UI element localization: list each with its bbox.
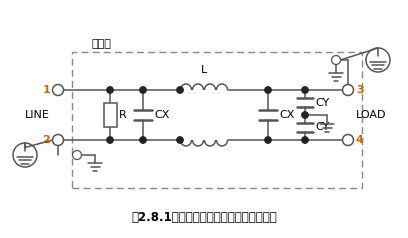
Circle shape xyxy=(140,137,146,143)
Text: ケース: ケース xyxy=(92,39,112,49)
Circle shape xyxy=(107,137,113,143)
Text: L: L xyxy=(201,65,207,75)
Circle shape xyxy=(53,84,64,95)
Text: R: R xyxy=(119,110,127,120)
Circle shape xyxy=(53,134,64,145)
Circle shape xyxy=(177,87,183,93)
Circle shape xyxy=(265,137,271,143)
Circle shape xyxy=(73,150,82,159)
Circle shape xyxy=(302,137,308,143)
Text: LOAD: LOAD xyxy=(356,110,386,120)
Text: 1: 1 xyxy=(42,85,50,95)
Circle shape xyxy=(107,87,113,93)
Text: 3: 3 xyxy=(356,85,364,95)
Text: CX: CX xyxy=(279,110,295,120)
Text: 4: 4 xyxy=(356,135,364,145)
Circle shape xyxy=(342,134,353,145)
Circle shape xyxy=(331,55,341,64)
Circle shape xyxy=(177,137,183,143)
Text: CX: CX xyxy=(154,110,169,120)
Circle shape xyxy=(302,87,308,93)
Text: 図2.8.1　単相１段フィルタの回路構成例: 図2.8.1 単相１段フィルタの回路構成例 xyxy=(131,211,277,224)
Text: 2: 2 xyxy=(42,135,50,145)
Circle shape xyxy=(265,87,271,93)
Circle shape xyxy=(302,112,308,118)
Circle shape xyxy=(342,84,353,95)
Text: CY: CY xyxy=(315,98,329,108)
Bar xyxy=(104,103,117,127)
Circle shape xyxy=(140,87,146,93)
Text: CY: CY xyxy=(315,123,329,133)
Text: LINE: LINE xyxy=(25,110,50,120)
